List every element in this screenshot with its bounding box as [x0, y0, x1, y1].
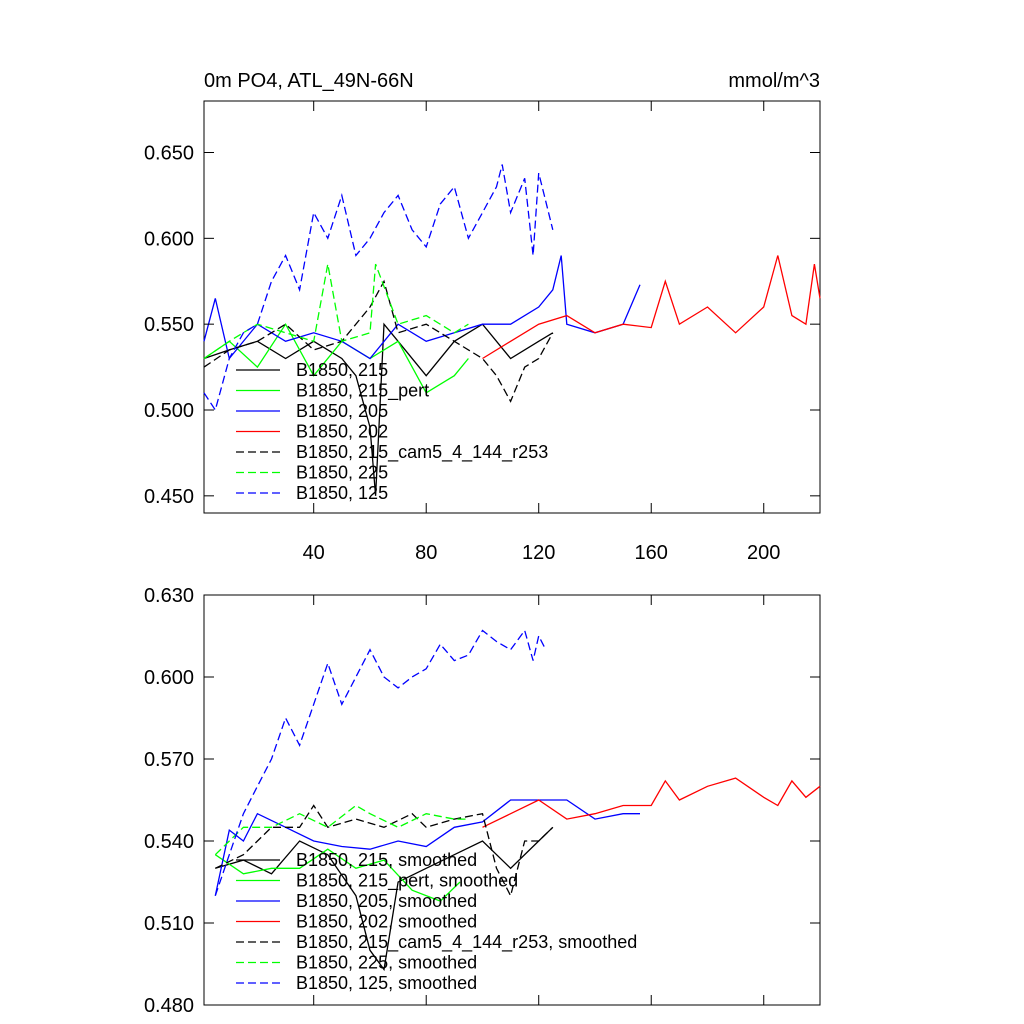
bottom-panel-legend-label: B1850, 215_pert, smoothed [296, 871, 518, 892]
top-panel-units: mmol/m^3 [728, 70, 820, 92]
top-panel-y-tick-label: 0.500 [144, 400, 194, 422]
top-panel-legend-label: B1850, 125 [296, 483, 388, 503]
top-panel-y-ticks: 0.450 0.500 0.550 0.600 0.650 [144, 143, 820, 508]
bottom-panel-legend-label: B1850, 202, smoothed [296, 912, 477, 932]
top-panel-x-tick-label: 120 [522, 542, 555, 564]
top-panel: 0m PO4, ATL_49N-66N mmol/m^3 0.4500.5000… [144, 70, 821, 564]
bottom-panel-series-line-2 [214, 799, 640, 896]
top-panel-y-tick-label: 0.600 [144, 228, 194, 250]
top-panel-x-ticks: 40 80 120 160 200 [303, 101, 780, 564]
bottom-panel-legend-label: B1850, 225, smoothed [296, 953, 477, 973]
top-panel-legend-label: B1850, 205 [296, 401, 388, 421]
bottom-panel: 0.480 0.510 0.540 0.570 0.600 0.630 B1850, 21… [144, 585, 821, 1017]
bottom-panel-series-line-0 [215, 826, 554, 972]
top-panel-y-tick-label: 0.450 [144, 486, 194, 508]
top-panel-y-tick-label: 0.650 [144, 143, 194, 165]
bottom-panel-series-line-3 [482, 777, 821, 828]
bottom-panel-series-line-1 [214, 848, 461, 902]
bottom-panel-series-line-4 [215, 804, 554, 898]
top-panel-title: 0m PO4, ATL_49N-66N [204, 70, 414, 92]
bottom-panel-series-line-5 [214, 804, 469, 856]
bottom-panel-y-tick-label: 0.510 [144, 913, 194, 935]
top-panel-series-line-3 [482, 255, 821, 360]
top-panel-legend-label: B1850, 225 [296, 463, 388, 483]
top-panel-legend-label: B1850, 215 [296, 360, 388, 380]
bottom-panel-y-tick-label: 0.600 [144, 667, 194, 689]
top-panel-y-tick-label: 0.550 [144, 314, 194, 336]
top-panel-x-tick-label: 80 [415, 542, 437, 564]
top-panel-series-line-4 [203, 279, 554, 403]
top-panel-legend-label: B1850, 215_cam5_4_144_r253 [296, 442, 548, 463]
bottom-panel-series [214, 629, 821, 972]
top-panel-series-line-5 [203, 263, 469, 360]
bottom-panel-frame [203, 594, 821, 1006]
top-panel-x-tick-label: 200 [747, 542, 780, 564]
top-panel-series [203, 164, 821, 496]
bottom-panel-legend-label: B1850, 215_cam5_4_144_r253, smoothed [296, 932, 637, 953]
bottom-panel-y-tick-label: 0.630 [144, 585, 194, 607]
bottom-panel-y-tick-label: 0.570 [144, 749, 194, 771]
bottom-panel-y-tick-label: 0.480 [144, 995, 194, 1017]
bottom-panel-legend-label: B1850, 215, smoothed [296, 850, 477, 870]
top-panel-series-line-2 [203, 255, 641, 360]
top-panel-series-line-6 [203, 164, 554, 412]
top-panel-x-tick-label: 40 [303, 542, 325, 564]
bottom-panel-x-ticks [313, 595, 765, 1005]
bottom-panel-legend-label: B1850, 125, smoothed [296, 973, 477, 993]
top-panel-frame [203, 100, 821, 514]
top-panel-series-line-0 [203, 322, 554, 496]
bottom-panel-legend-label: B1850, 205, smoothed [296, 891, 477, 911]
top-panel-legend-label: B1850, 215_pert [296, 381, 429, 402]
top-panel-legend-label: B1850, 202 [296, 422, 388, 442]
bottom-panel-y-ticks: 0.480 0.510 0.540 0.570 0.600 0.630 [144, 585, 820, 1017]
bottom-panel-y-tick-label: 0.540 [144, 831, 194, 853]
top-panel-x-tick-label: 160 [635, 542, 668, 564]
